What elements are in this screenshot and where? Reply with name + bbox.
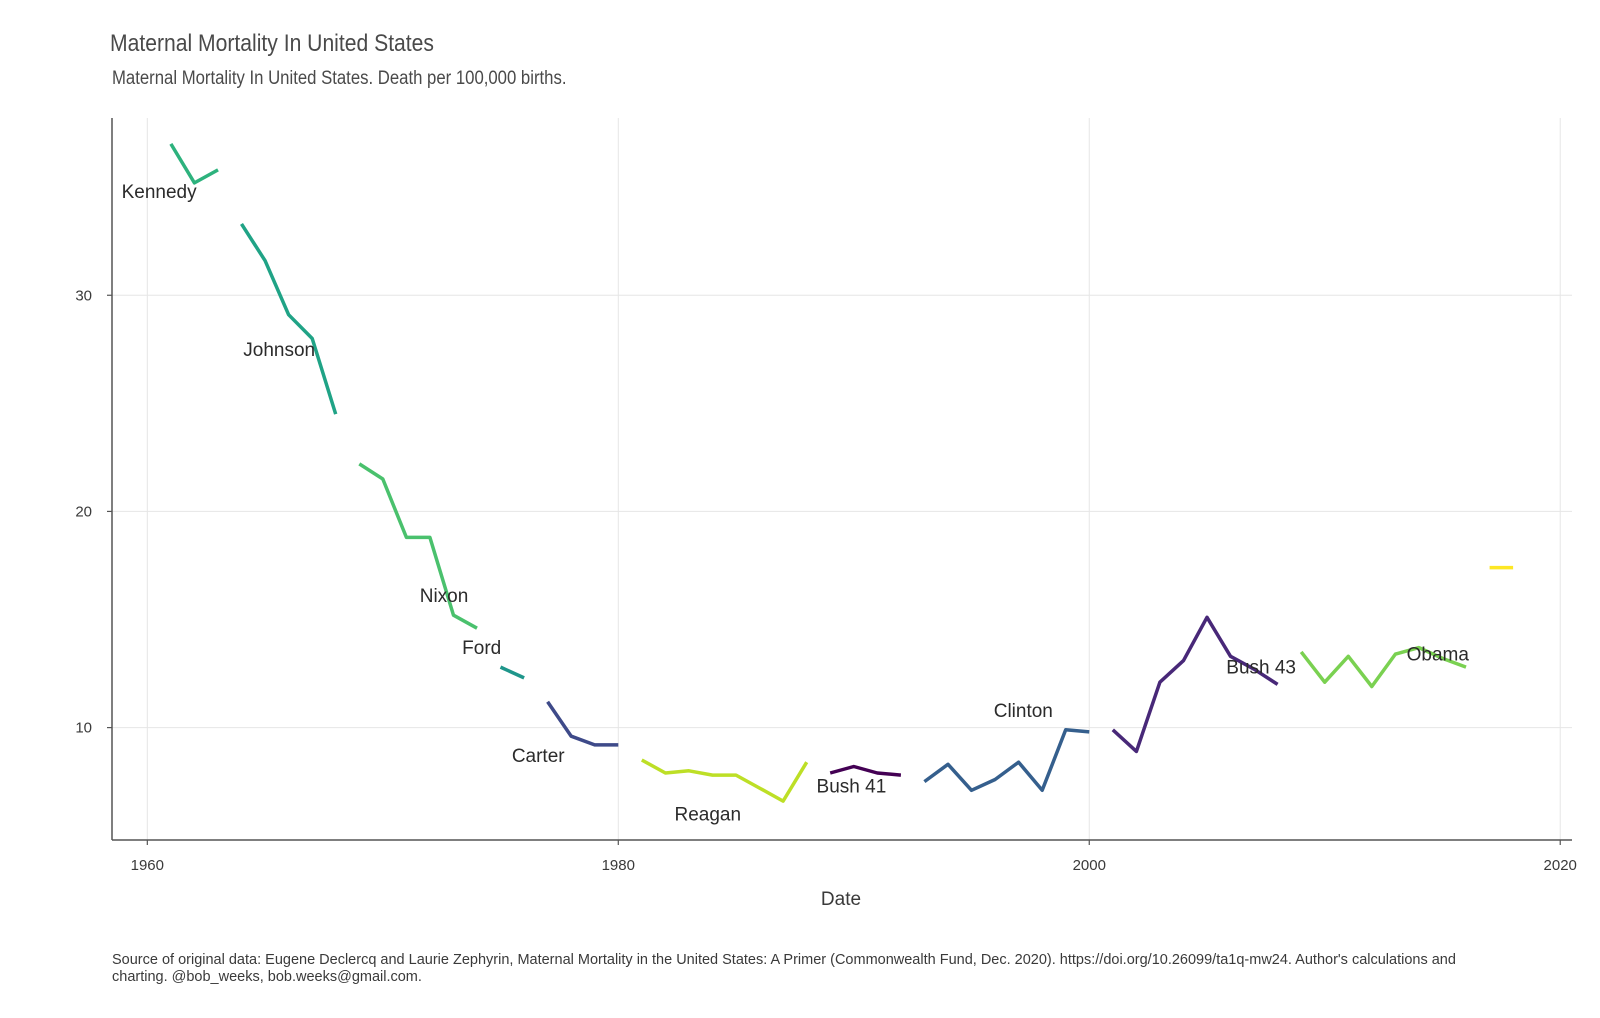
chart-subtitle: Maternal Mortality In United States. Dea… [112, 68, 567, 89]
series-line-carter [546, 700, 619, 747]
series-line-clinton [923, 728, 1090, 793]
chart-title: Maternal Mortality In United States [110, 30, 434, 57]
x-tick-label: 2020 [1544, 857, 1577, 874]
series-label-ford: Ford [462, 638, 501, 659]
y-tick-label: 30 [75, 287, 92, 304]
series-line-nixon [358, 462, 478, 630]
series-label-carter: Carter [512, 746, 565, 767]
series-label-bush-41: Bush 41 [817, 776, 887, 797]
series-label-obama: Obama [1407, 645, 1470, 666]
labels-layer: Kennedy Johnson Nixon Ford Carter Reagan Bush … [122, 182, 1470, 826]
grid-layer [112, 118, 1572, 840]
x-tick-label: 1980 [602, 857, 635, 874]
x-tick-label: 1960 [131, 857, 164, 874]
series-line-ford [499, 665, 525, 680]
x-tick-label: 2000 [1073, 857, 1106, 874]
series-layer [169, 142, 1514, 803]
series-label-clinton: Clinton [994, 701, 1053, 722]
x-axis-title: Date [821, 889, 861, 910]
series-label-reagan: Reagan [674, 805, 741, 826]
axes-layer: 1960 1980 2000 2020 10 20 30 [75, 118, 1577, 874]
series-line-reagan [640, 758, 809, 803]
series-label-bush-43: Bush 43 [1226, 658, 1296, 679]
series-label-nixon: Nixon [420, 586, 469, 607]
y-tick-label: 10 [75, 720, 92, 737]
series-label-kennedy: Kennedy [122, 182, 198, 203]
series-line-obama [1299, 645, 1467, 689]
chart-caption: Source of original data: Eugene Declercq… [112, 952, 1456, 985]
series-line-bush-43 [1111, 615, 1279, 754]
series-line-johnson [240, 222, 338, 415]
series-line-kennedy [169, 142, 219, 185]
y-tick-label: 20 [75, 503, 92, 520]
series-label-johnson: Johnson [243, 340, 315, 361]
series-line-bush-41 [829, 764, 902, 777]
